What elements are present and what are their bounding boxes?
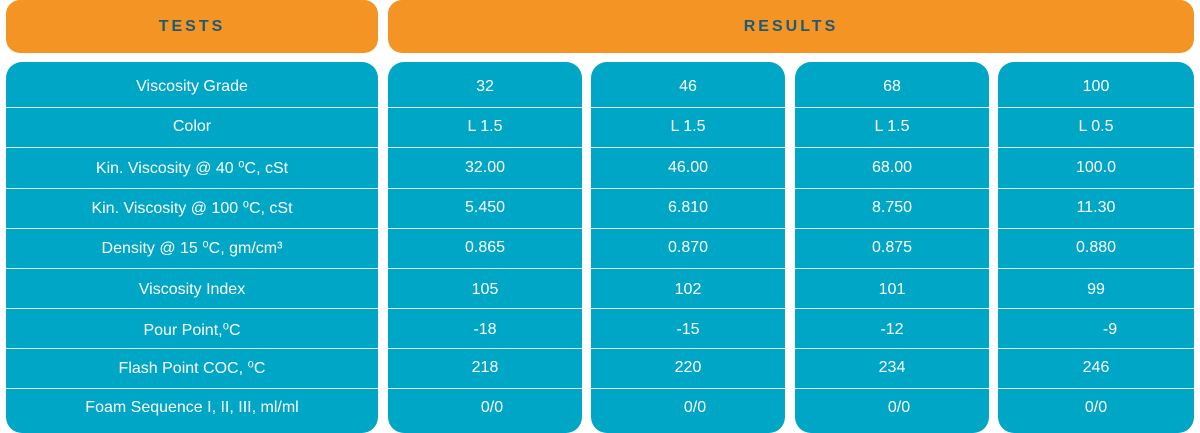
row-divider: [795, 308, 989, 309]
result-cell: 220: [674, 359, 702, 376]
result-cell: -12: [880, 321, 904, 338]
result-cell: 105: [471, 281, 499, 298]
result-cell: L 0.5: [1078, 118, 1114, 135]
result-cell: 100.0: [1075, 158, 1117, 176]
row-divider: [6, 188, 378, 189]
row-divider: [591, 348, 785, 349]
row-divider: [388, 228, 582, 229]
row-divider: [388, 107, 582, 108]
result-cell: 102: [674, 281, 702, 298]
result-cell: 99: [1087, 281, 1105, 298]
row-divider: [591, 388, 785, 389]
results-column-grade-46: 46 L 1.5 46.00 6.810 0.870 102 -15 220 0…: [591, 62, 785, 433]
row-divider: [998, 348, 1194, 349]
test-label-viscosity-index: Viscosity Index: [138, 281, 246, 298]
row-divider: [388, 308, 582, 309]
row-divider: [591, 147, 785, 148]
result-cell: 0/0: [887, 399, 911, 416]
result-cell: 8.750: [871, 199, 913, 216]
row-divider: [6, 308, 378, 309]
result-cell: -18: [473, 321, 497, 338]
row-divider: [591, 188, 785, 189]
row-divider: [998, 388, 1194, 389]
result-cell: 6.810: [667, 199, 709, 216]
result-cell: 5.450: [464, 199, 506, 216]
result-cell: 0.875: [871, 239, 913, 256]
row-divider: [998, 268, 1194, 269]
test-label-kin-viscosity-100: Kin. Viscosity @ 100 ⁰C, cSt: [91, 200, 293, 217]
result-cell: 68: [883, 78, 901, 95]
tests-header: TESTS: [6, 0, 378, 53]
row-divider: [795, 107, 989, 108]
row-divider: [388, 188, 582, 189]
test-label-kin-viscosity-40: Kin. Viscosity @ 40 ⁰C, cSt: [95, 159, 289, 177]
row-divider: [591, 268, 785, 269]
result-cell: 32.00: [464, 158, 506, 176]
result-cell: 0.880: [1075, 239, 1117, 256]
row-divider: [795, 228, 989, 229]
result-cell: 101: [878, 281, 906, 298]
result-cell: 0.870: [667, 239, 709, 256]
test-label-density: Density @ 15 ⁰C, gm/cm³: [101, 240, 283, 257]
row-divider: [6, 268, 378, 269]
row-divider: [388, 388, 582, 389]
test-label-flash-point: Flash Point COC, ⁰C: [118, 360, 266, 377]
result-cell: 0.865: [464, 239, 506, 256]
row-divider: [795, 147, 989, 148]
result-cell: 0/0: [480, 399, 504, 416]
row-divider: [591, 308, 785, 309]
results-header: RESULTS: [388, 0, 1194, 53]
result-cell: L 1.5: [467, 118, 503, 135]
result-cell: -15: [676, 321, 700, 338]
result-cell: 32: [476, 78, 494, 95]
row-divider: [795, 388, 989, 389]
row-divider: [795, 268, 989, 269]
results-column-grade-32: 32 L 1.5 32.00 5.450 0.865 105 -18 218 0…: [388, 62, 582, 433]
result-cell: 234: [878, 359, 906, 376]
row-divider: [388, 147, 582, 148]
row-divider: [6, 147, 378, 148]
result-cell: L 1.5: [670, 118, 706, 135]
result-cell: -9: [1102, 321, 1118, 338]
test-label-foam-sequence: Foam Sequence I, II, III, ml/ml: [85, 399, 299, 416]
row-divider: [795, 348, 989, 349]
row-divider: [998, 188, 1194, 189]
row-divider: [998, 228, 1194, 229]
row-divider: [6, 228, 378, 229]
row-divider: [591, 228, 785, 229]
row-divider: [6, 107, 378, 108]
row-divider: [388, 268, 582, 269]
row-divider: [998, 107, 1194, 108]
result-cell: 0/0: [683, 399, 707, 416]
result-cell: L 1.5: [874, 118, 910, 135]
results-column-grade-100: 100 L 0.5 100.0 11.30 0.880 99 -9 246 0/…: [998, 62, 1194, 433]
test-label-viscosity-grade: Viscosity Grade: [136, 78, 248, 95]
row-divider: [998, 308, 1194, 309]
row-divider: [388, 348, 582, 349]
row-divider: [6, 348, 378, 349]
result-cell: 100: [1082, 78, 1110, 95]
result-cell: 0/0: [1084, 399, 1108, 416]
result-cell: 68.00: [871, 158, 913, 176]
row-divider: [998, 147, 1194, 148]
test-label-pour-point: Pour Point,⁰C: [143, 322, 241, 339]
tests-column: Viscosity Grade Color Kin. Viscosity @ 4…: [6, 62, 378, 433]
row-divider: [591, 107, 785, 108]
row-divider: [795, 188, 989, 189]
row-divider: [6, 388, 378, 389]
result-cell: 46: [679, 78, 697, 95]
test-label-color: Color: [172, 118, 212, 135]
result-cell: 246: [1082, 359, 1110, 376]
result-cell: 11.30: [1076, 199, 1116, 216]
result-cell: 218: [471, 359, 499, 376]
results-column-grade-68: 68 L 1.5 68.00 8.750 0.875 101 -12 234 0…: [795, 62, 989, 433]
result-cell: 46.00: [667, 158, 709, 176]
